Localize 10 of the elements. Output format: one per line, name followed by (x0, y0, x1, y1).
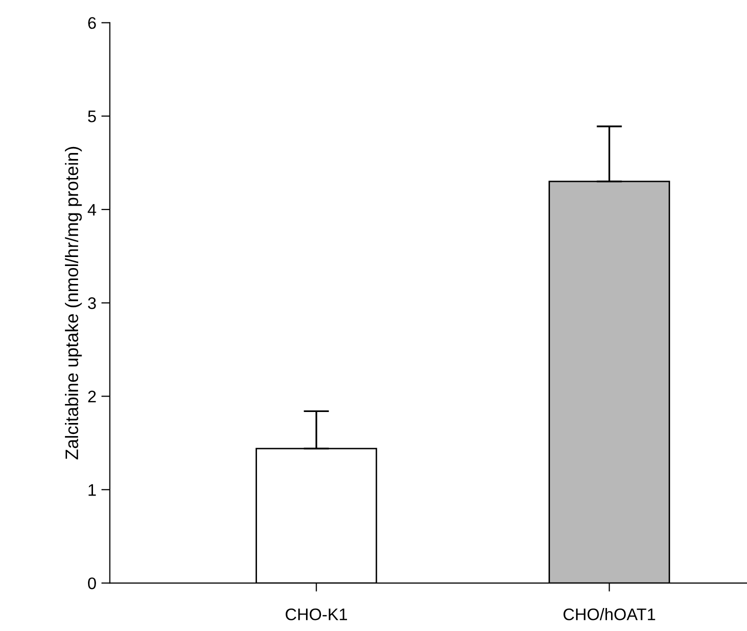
y-tick-label: 4 (88, 204, 96, 216)
y-tick-label: 0 (88, 577, 96, 590)
y-tick-label: 5 (88, 110, 96, 122)
y-tick-label: 6 (88, 17, 96, 29)
y-tick-label: 3 (88, 297, 96, 310)
y-tick-label: 1 (88, 484, 96, 496)
y-tick-label: 2 (88, 390, 96, 402)
y-axis-title: Zalcitabine uptake (nmol/hr/mg protein) (64, 146, 82, 460)
x-tick-label: CHO-K1 (286, 608, 348, 620)
x-tick-label: CHO/hOAT1 (564, 608, 656, 620)
